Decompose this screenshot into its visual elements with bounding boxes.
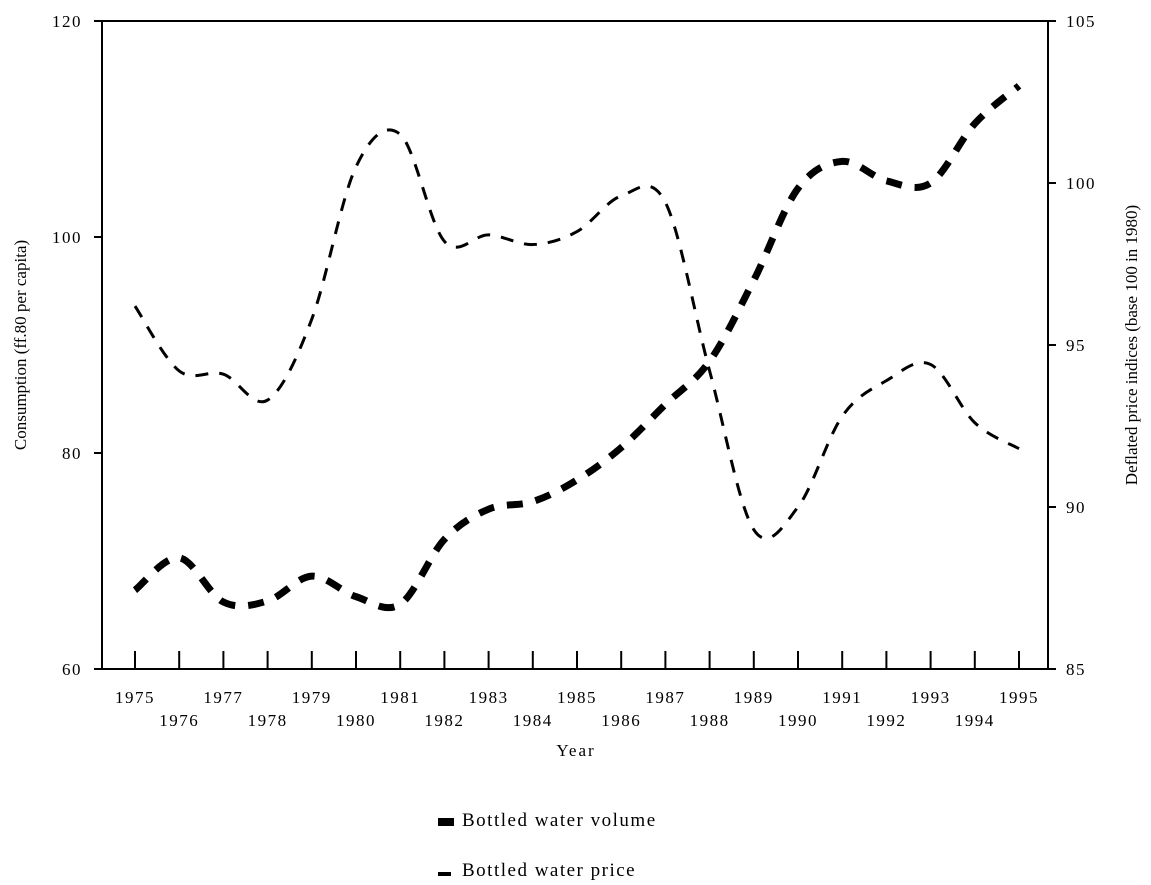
legend-label-price: Bottled water price [462,860,636,881]
x-tick-label-upper: 1995 [999,688,1039,707]
right-y-tick-label: 105 [1066,12,1096,31]
x-tick-label-upper: 1981 [380,688,420,707]
left-y-axis: 60 80 100 120 [52,12,102,679]
x-tick-label-upper: 1989 [734,688,774,707]
x-tick-label-lower: 1976 [159,711,199,730]
x-tick-label-upper: 1975 [115,688,155,707]
x-tick-label-upper: 1987 [645,688,685,707]
x-tick-label-lower: 1978 [248,711,288,730]
x-tick-label-lower: 1980 [336,711,376,730]
x-tick-label-lower: 1988 [690,711,730,730]
x-tick-label-lower: 1994 [955,711,995,730]
left-y-tick-label: 80 [62,444,82,463]
x-tick-label-lower: 1992 [866,711,906,730]
right-y-tick-label: 85 [1066,660,1086,679]
x-tick-label-upper: 1991 [822,688,862,707]
x-tick-label-upper: 1983 [469,688,509,707]
x-axis: 1975 1977 1979 1981 1983 1985 1987 1989 1991 1993… [115,651,1039,730]
right-y-tick-label: 90 [1066,498,1086,517]
x-tick-label-lower: 1990 [778,711,818,730]
series-line-volume [132,83,1022,612]
legend-label-volume: Bottled water volume [462,810,657,831]
plot-frame [101,20,1049,670]
x-tick-label-upper: 1993 [911,688,951,707]
right-y-tick-label: 95 [1066,336,1086,355]
x-tick-label-lower: 1982 [424,711,464,730]
right-y-tick-label: 100 [1066,174,1096,193]
x-tick-label-upper: 1979 [292,688,332,707]
x-tick-label-lower: 1984 [513,711,553,730]
x-tick-label-lower: 1986 [601,711,641,730]
left-y-tick-label: 120 [52,12,82,31]
series-line-price [133,128,1020,540]
x-tick-label-upper: 1977 [203,688,243,707]
left-y-tick-label: 60 [62,660,82,679]
legend-swatch-volume [438,818,454,826]
left-y-axis-title: Consumption (ff.80 per capita) [11,240,30,450]
left-y-tick-label: 100 [52,228,82,247]
right-y-axis: 85 90 95 100 105 [1048,12,1096,679]
x-axis-title: Year [556,741,595,760]
legend: Bottled water volume Bottled water price [438,810,657,881]
x-tick-label-upper: 1985 [557,688,597,707]
legend-swatch-price [438,872,451,876]
right-y-axis-title: Deflated price indices (base 100 in 1980… [1122,205,1141,485]
series-layer [132,83,1022,612]
